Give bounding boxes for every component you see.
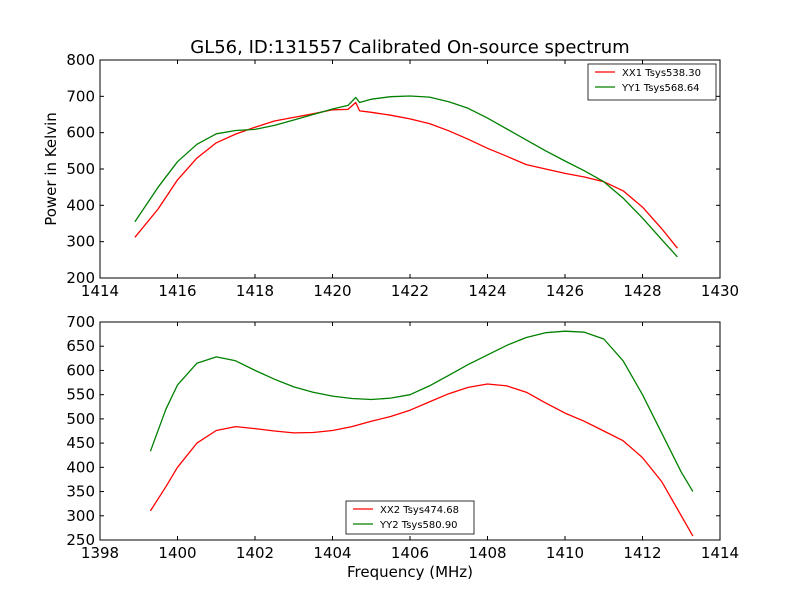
x-tick-label: 1404 (313, 544, 351, 562)
y-tick-label: 250 (66, 531, 95, 549)
series-line-1-1 (149, 330, 694, 492)
y-tick-label: 200 (66, 269, 95, 287)
legend-entry: YY1 Tsys568.64 (621, 83, 700, 94)
x-tick-label: 1426 (546, 282, 584, 300)
y-tick-label: 350 (66, 483, 95, 501)
y-tick-label: 550 (66, 386, 95, 404)
x-tick-label: 1424 (468, 282, 506, 300)
y-tick-label: 650 (66, 337, 95, 355)
y-tick-label: 400 (66, 196, 95, 214)
x-tick-label: 1400 (158, 544, 196, 562)
series-line-0-1 (134, 95, 678, 258)
y-tick-label: 700 (66, 313, 95, 331)
x-tick-label: 1402 (236, 544, 274, 562)
series-line-0-0 (134, 101, 678, 249)
y-tick-label: 300 (66, 233, 95, 251)
y-axis-label: Power in Kelvin (42, 112, 60, 226)
y-tick-label: 800 (66, 51, 95, 69)
legend-box (345, 500, 475, 535)
legend-entry: XX2 Tsys474.68 (380, 505, 459, 516)
y-tick-label: 500 (66, 410, 95, 428)
y-tick-label: 400 (66, 458, 95, 476)
top-spectrum-panel: 1414 1416 1418 1420 1422 1424 1426 1428 1430 200 3… (42, 51, 739, 300)
x-tick-label: 1416 (158, 282, 196, 300)
x-tick-label: 1414 (81, 282, 119, 300)
y-tick-label: 500 (66, 160, 95, 178)
x-tick-label: 1414 (701, 544, 739, 562)
legend-entry: YY2 Tsys580.90 (379, 520, 458, 531)
y-tick-label: 300 (66, 507, 95, 525)
x-tick-label: 1412 (623, 544, 661, 562)
x-tick-label: 1430 (701, 282, 739, 300)
x-tick-label: 1410 (546, 544, 584, 562)
figure-title: GL56, ID:131557 Calibrated On-source spe… (190, 37, 629, 58)
x-tick-label: 1422 (391, 282, 429, 300)
x-tick-label: 1408 (468, 544, 506, 562)
bottom-spectrum-panel: 1398 1400 1402 1404 1406 1408 1410 1412 1414 250 3… (66, 313, 739, 581)
series-line-1-0 (149, 383, 694, 537)
x-tick-label: 1428 (623, 282, 661, 300)
legend-entry: XX1 Tsys538.30 (622, 68, 701, 79)
y-tick-label: 600 (66, 361, 95, 379)
y-tick-label: 700 (66, 87, 95, 105)
y-tick-label: 450 (66, 434, 95, 452)
x-tick-label: 1398 (81, 544, 119, 562)
x-tick-label: 1418 (236, 282, 274, 300)
legend-box (587, 63, 717, 101)
x-axis-label: Frequency (MHz) (347, 563, 473, 581)
x-tick-label: 1406 (391, 544, 429, 562)
y-tick-label: 600 (66, 124, 95, 142)
x-tick-label: 1420 (313, 282, 351, 300)
